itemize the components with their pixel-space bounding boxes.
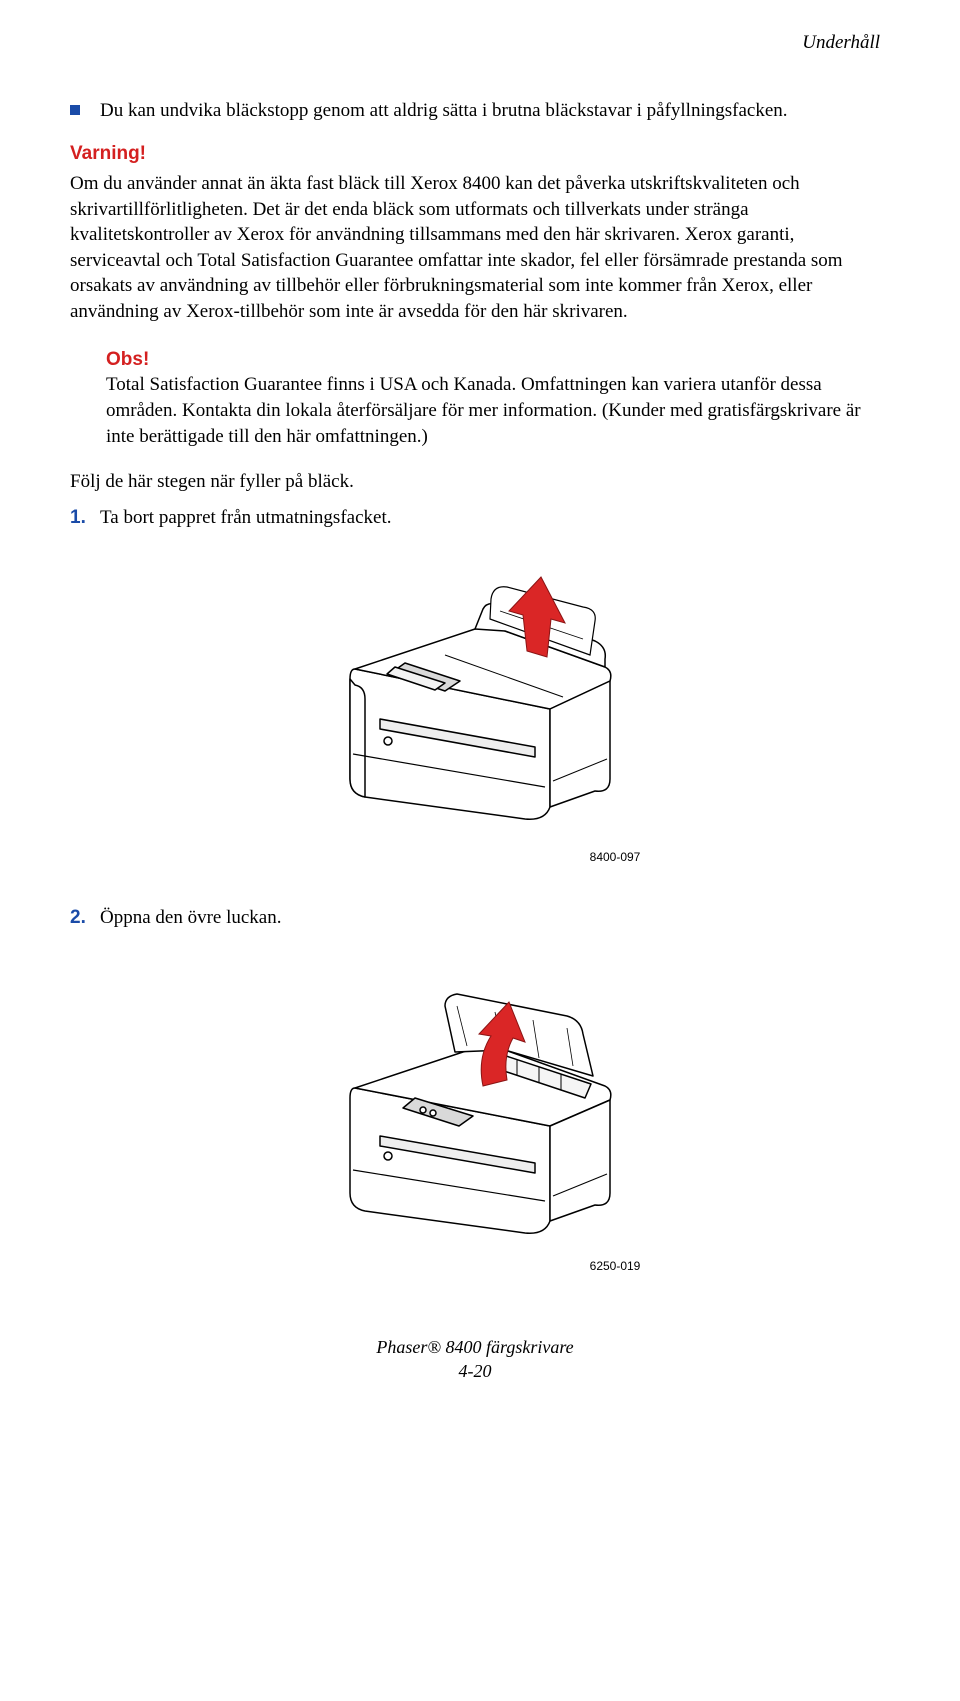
warning-heading: Varning! — [70, 141, 880, 167]
step-2: 2. Öppna den övre luckan. — [70, 905, 880, 931]
bullet-text: Du kan undvika bläckstopp genom att aldr… — [100, 98, 880, 124]
figure-1 — [70, 559, 880, 839]
step-text: Öppna den övre luckan. — [100, 905, 880, 931]
figure-1-code: 8400-097 — [350, 849, 880, 865]
step-number: 1. — [70, 505, 100, 531]
step-number: 2. — [70, 905, 100, 931]
figure-2-code: 6250-019 — [350, 1258, 880, 1274]
step-text: Ta bort pappret från utmatningsfacket. — [100, 505, 880, 531]
obs-block: Obs! Total Satisfaction Guarantee finns … — [106, 347, 880, 450]
follow-instruction: Följ de här stegen när fyller på bläck. — [70, 469, 880, 495]
warning-body: Om du använder annat än äkta fast bläck … — [70, 171, 880, 325]
printer-illustration-1 — [295, 559, 655, 839]
printer-illustration-2 — [295, 958, 655, 1248]
obs-heading: Obs! — [106, 349, 149, 370]
footer-page-number: 4-20 — [70, 1359, 880, 1383]
footer-product: Phaser® 8400 färgskrivare — [70, 1335, 880, 1359]
page-section-header: Underhåll — [70, 30, 880, 56]
bullet-square-icon — [70, 105, 80, 115]
figure-2 — [70, 958, 880, 1248]
bullet-item: Du kan undvika bläckstopp genom att aldr… — [70, 98, 880, 124]
obs-text: Total Satisfaction Guarantee finns i USA… — [106, 372, 880, 449]
step-1: 1. Ta bort pappret från utmatningsfacket… — [70, 505, 880, 531]
